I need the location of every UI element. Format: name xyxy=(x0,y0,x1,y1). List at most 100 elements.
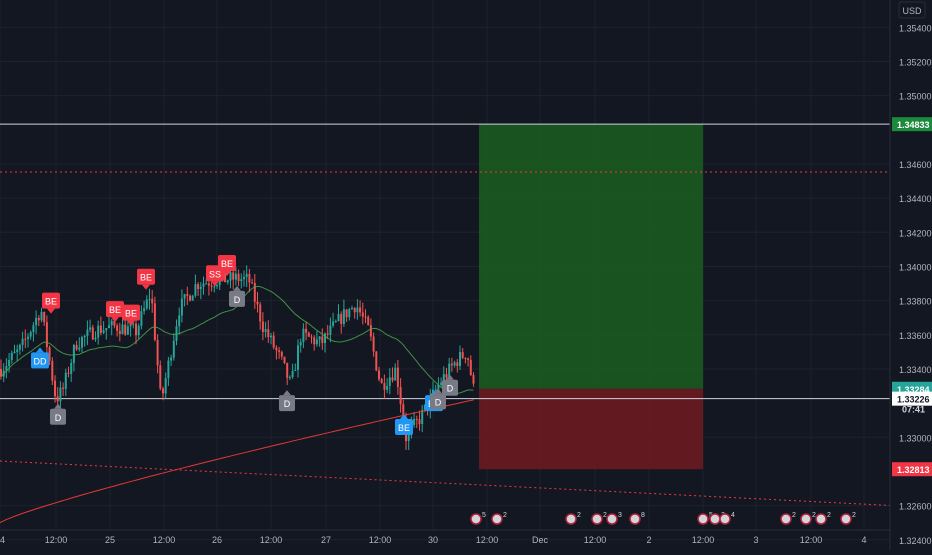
candle xyxy=(29,331,32,337)
candle xyxy=(124,324,127,335)
flag-icon[interactable] xyxy=(780,513,792,525)
signal-label-box xyxy=(50,408,66,425)
candle xyxy=(170,357,173,361)
flag-icon[interactable] xyxy=(697,513,709,525)
signal-label-box xyxy=(137,268,155,285)
signal-label-be[interactable]: BE xyxy=(106,301,124,323)
flag-icon[interactable] xyxy=(629,513,641,525)
flag-icon[interactable] xyxy=(491,513,503,525)
candle xyxy=(256,301,259,305)
candle xyxy=(24,338,27,340)
price-label: 1.34833 xyxy=(897,120,930,130)
signal-label-pointer xyxy=(283,390,291,396)
candle xyxy=(164,378,167,394)
candle xyxy=(51,360,54,381)
candle xyxy=(351,307,353,310)
x-tick-label: 12:00 xyxy=(153,535,176,545)
candle xyxy=(197,284,200,289)
x-tick-label: 26 xyxy=(212,535,222,545)
signal-label-text: D xyxy=(284,399,291,409)
candle xyxy=(372,336,375,352)
signal-label-be[interactable]: BE xyxy=(137,268,155,290)
flag-icon[interactable] xyxy=(470,513,482,525)
y-tick-label: 1.34200 xyxy=(899,228,932,238)
candle xyxy=(294,369,297,371)
candle xyxy=(394,367,397,381)
candle xyxy=(5,366,8,371)
flag-icon[interactable] xyxy=(719,513,731,525)
candle xyxy=(434,389,437,391)
signal-label-be[interactable]: BE xyxy=(122,304,140,326)
candle xyxy=(237,273,240,282)
candle xyxy=(396,367,399,387)
event-badge-count: 4 xyxy=(731,512,735,519)
signal-label-box xyxy=(122,304,140,321)
candle xyxy=(375,351,378,371)
signal-label-be[interactable]: BE xyxy=(218,255,236,277)
signal-label-box xyxy=(31,352,49,369)
candle xyxy=(64,372,67,389)
signal-label-be[interactable]: BE xyxy=(395,414,413,436)
candle xyxy=(261,321,264,332)
signal-label-be[interactable]: BE xyxy=(42,292,60,314)
signal-label-text: D xyxy=(234,295,241,305)
candle xyxy=(62,387,65,389)
signal-label-box xyxy=(442,379,458,396)
candle xyxy=(253,283,256,302)
candle xyxy=(367,316,370,326)
price-label: 1.32813 xyxy=(897,465,930,475)
candle xyxy=(337,314,340,321)
currency-box[interactable] xyxy=(898,1,926,19)
signal-label-d[interactable]: D xyxy=(442,374,458,396)
candle xyxy=(361,312,364,317)
trend-line[interactable] xyxy=(0,460,891,506)
candle xyxy=(270,335,272,338)
candle xyxy=(291,370,294,378)
signal-label-pointer xyxy=(434,388,442,394)
candle xyxy=(210,285,213,287)
signal-label-d[interactable]: D xyxy=(50,403,66,425)
flag-icon[interactable] xyxy=(840,513,852,525)
candle xyxy=(315,339,318,345)
price-label: 07:41 xyxy=(902,405,925,415)
flag-icon[interactable] xyxy=(591,513,603,525)
signal-label-box xyxy=(430,393,446,410)
y-tick-label: 1.32600 xyxy=(899,502,932,512)
candle xyxy=(469,360,472,375)
candle xyxy=(121,324,124,335)
candle xyxy=(386,386,389,390)
price-scale[interactable] xyxy=(890,0,932,550)
candle xyxy=(191,295,194,301)
signal-label-d[interactable]: D xyxy=(279,390,295,412)
signal-label-dd[interactable]: DD xyxy=(31,347,49,369)
candle xyxy=(75,344,78,350)
candle xyxy=(226,280,229,283)
candle xyxy=(388,377,391,387)
x-tick-label: 12:00 xyxy=(692,535,715,545)
signal-label-d[interactable]: D xyxy=(430,388,446,410)
flag-icon[interactable] xyxy=(800,513,812,525)
candle xyxy=(81,337,83,348)
long-position-stop-zone[interactable] xyxy=(479,388,703,470)
signal-label-text: SS xyxy=(209,269,221,279)
signal-label-pointer xyxy=(233,285,241,291)
candle xyxy=(67,372,70,374)
long-position-profit-zone[interactable] xyxy=(479,124,703,389)
candle xyxy=(135,323,137,336)
signal-label-d[interactable]: D xyxy=(229,285,245,307)
candle xyxy=(332,321,335,326)
moving-average-slow xyxy=(0,399,475,524)
candle xyxy=(318,336,321,340)
flag-icon[interactable] xyxy=(709,513,721,525)
flag-icon[interactable] xyxy=(565,513,577,525)
flag-icon[interactable] xyxy=(606,513,618,525)
candle xyxy=(369,325,372,337)
candle xyxy=(126,326,129,335)
flag-icon[interactable] xyxy=(815,513,827,525)
candle xyxy=(45,322,48,348)
candle xyxy=(342,309,345,325)
signal-label-pointer xyxy=(127,320,135,326)
x-tick-label: 12:00 xyxy=(260,535,283,545)
